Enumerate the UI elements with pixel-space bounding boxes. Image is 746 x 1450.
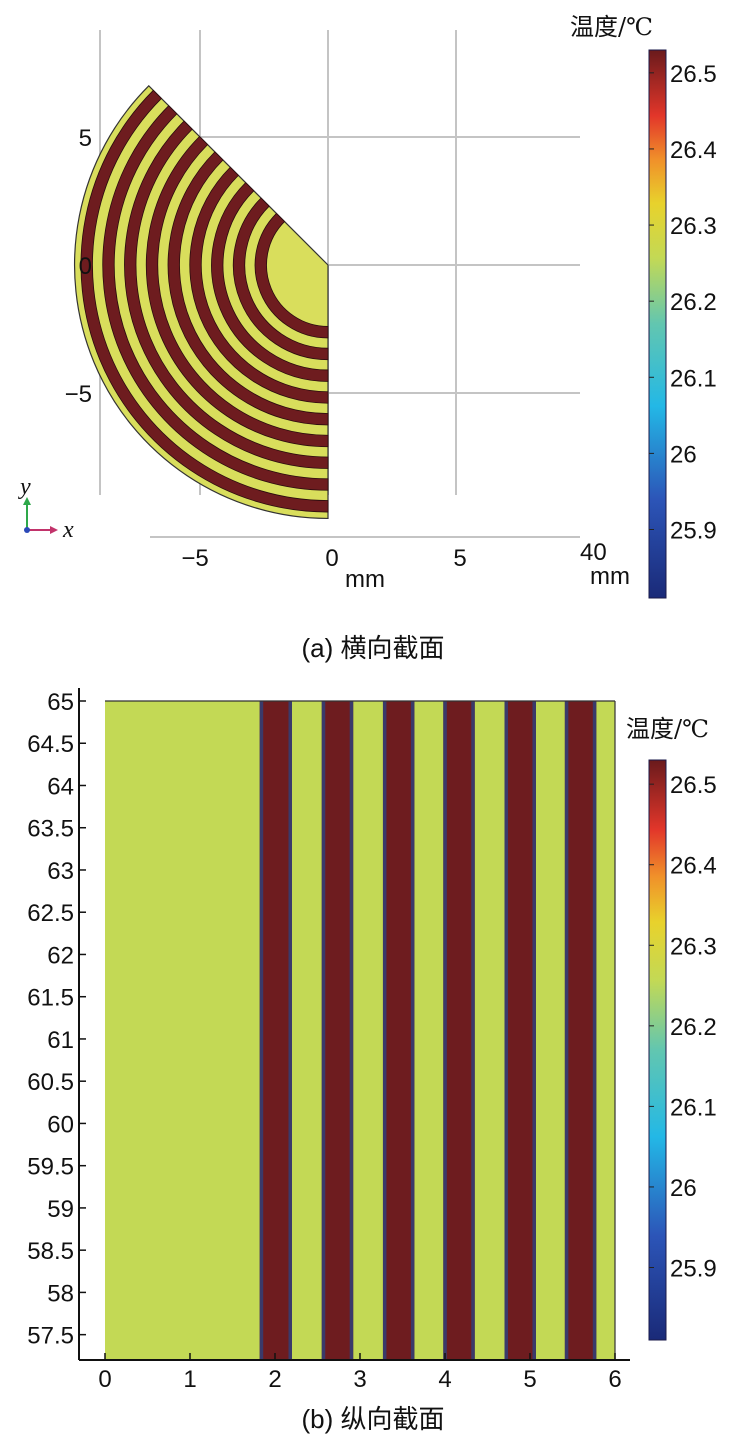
panel-b-y-tick-11: 59.5 — [27, 1154, 74, 1181]
colorbar-1-tick-1: 26.4 — [670, 853, 717, 880]
triad-x-label: x — [62, 517, 74, 543]
panel-b-caption: (b) 纵向截面 — [301, 1404, 444, 1434]
hot-band-1-edge-right — [288, 701, 292, 1360]
hot-band-3 — [382, 701, 415, 1360]
panel-b-longitudinal-section: 0 1 2 3 4 5 6 65 64.5 64 63.5 63 62.5 62 61.5 61 60.5 60… — [27, 688, 717, 1434]
panel-a-caption: (a) 横向截面 — [301, 633, 444, 663]
hot-band-6-edge-right — [592, 701, 597, 1360]
panel-b-x-tick-5: 5 — [523, 1366, 536, 1393]
panel-b-y-tick-3: 63.5 — [27, 816, 74, 843]
panel-b-y-tick-15: 57.5 — [27, 1323, 74, 1350]
panel-a-y-ticks: 5 0 −5 — [65, 125, 92, 408]
panel-b-colorbar: 温度/℃ 26.5 26.4 26.3 26.2 26.1 26 25.9 — [626, 715, 717, 1341]
panel-b-y-tick-14: 58 — [47, 1280, 74, 1307]
panel-b-y-tick-4: 63 — [47, 858, 74, 885]
panel-b-background — [105, 701, 615, 1360]
panel-b-y-tick-12: 59 — [47, 1196, 74, 1223]
colorbar-0-tick-4: 26.1 — [670, 365, 717, 392]
hot-ring-5 — [167, 151, 329, 426]
hot-band-6-edge-left — [564, 701, 569, 1360]
colorbar-1-tick-2: 26.3 — [670, 933, 717, 960]
panel-b-y-tick-2: 64 — [47, 773, 74, 800]
axis-triad-icon: y x — [18, 474, 74, 543]
panel-b-y-ticks: 65 64.5 64 63.5 63 62.5 62 61.5 61 60.5 60 59.5 59 58… — [27, 689, 86, 1350]
panel-b-x-tick-3: 3 — [353, 1366, 366, 1393]
colorbar-0-tick-3: 26.2 — [670, 289, 717, 316]
panel-a-colorbar-title: 温度/℃ — [570, 13, 653, 41]
colorbar-1-tick-3: 26.2 — [670, 1014, 717, 1041]
panel-a-x-unit: mm — [345, 566, 385, 593]
colorbar-1-tick-5: 26 — [670, 1175, 697, 1202]
hot-ring-9 — [80, 89, 329, 513]
hot-ring-4 — [189, 166, 329, 404]
colorbar-0-tick-5: 26 — [670, 441, 697, 468]
colorbar-extra-label-mm: mm — [590, 563, 630, 590]
panel-b-plot-area — [78, 688, 630, 1361]
colorbar-0-tick-0: 26.5 — [670, 61, 717, 88]
hot-ring-1 — [254, 212, 329, 339]
panel-a-y-tick-1: 0 — [79, 253, 92, 280]
hot-band-5-edge-right — [532, 701, 536, 1360]
panel-b-x-tick-0: 0 — [98, 1366, 111, 1393]
colorbar-1-tick-6: 25.9 — [670, 1256, 717, 1283]
hot-ring-3 — [211, 182, 329, 382]
hot-band-3-edge-right — [410, 701, 415, 1360]
panel-b-y-tick-7: 61.5 — [27, 985, 74, 1012]
hot-band-4-edge-right — [471, 701, 475, 1360]
hot-ring-7 — [124, 120, 329, 469]
hot-band-2 — [321, 701, 354, 1360]
hot-ring-8 — [102, 105, 329, 491]
panel-a-cross-section: −5 0 5 5 0 −5 mm y x 温度/℃ 26.5 26.4 26.3 26.2 26… — [18, 13, 717, 663]
panel-a-colorbar: 温度/℃ 26.5 26.4 26.3 26.2 26.1 26 25.9 40 mm — [570, 13, 717, 599]
panel-b-y-tick-6: 62 — [47, 942, 74, 969]
hot-band-4 — [443, 701, 475, 1360]
colorbar-0-tick-6: 25.9 — [670, 518, 717, 545]
hot-band-2-edge-left — [321, 701, 326, 1360]
panel-b-y-tick-13: 58.5 — [27, 1238, 74, 1265]
panel-b-y-tick-8: 61 — [47, 1027, 74, 1054]
hot-band-5 — [504, 701, 536, 1360]
panel-a-x-tick-2: 5 — [453, 545, 466, 572]
panel-a-sector — [73, 84, 329, 520]
panel-a-x-tick-1: 0 — [325, 545, 338, 572]
hot-band-4-edge-left — [443, 701, 447, 1360]
hot-ring-2 — [232, 197, 329, 361]
colorbar-0-tick-1: 26.4 — [670, 137, 717, 164]
colorbar-extra-label-40: 40 — [580, 539, 607, 566]
hot-ring-6 — [145, 135, 329, 448]
hot-band-6 — [564, 701, 597, 1360]
hot-band-1 — [259, 701, 292, 1360]
panel-b-x-tick-4: 4 — [438, 1366, 451, 1393]
colorbar-1-tick-4: 26.1 — [670, 1094, 717, 1121]
hot-band-5-edge-left — [504, 701, 508, 1360]
triad-y-label: y — [18, 474, 31, 500]
panel-b-y-tick-1: 64.5 — [27, 731, 74, 758]
panel-b-x-tick-6: 6 — [608, 1366, 621, 1393]
panel-a-y-tick-0: 5 — [79, 125, 92, 152]
colorbar-0-tick-2: 26.3 — [670, 213, 717, 240]
hot-band-1-edge-left — [259, 701, 264, 1360]
panel-b-y-tick-10: 60 — [47, 1111, 74, 1138]
panel-b-y-tick-5: 62.5 — [27, 900, 74, 927]
colorbar-1-tick-0: 26.5 — [670, 772, 717, 799]
hot-band-3-edge-left — [382, 701, 387, 1360]
panel-a-y-tick-2: −5 — [65, 381, 92, 408]
hot-band-2-edge-right — [349, 701, 354, 1360]
panel-b-x-tick-2: 2 — [268, 1366, 281, 1393]
panel-b-y-tick-9: 60.5 — [27, 1069, 74, 1096]
panel-a-x-ticks: −5 0 5 — [181, 545, 466, 572]
panel-b-x-ticks: 0 1 2 3 4 5 6 — [98, 1353, 622, 1393]
panel-b-x-tick-1: 1 — [183, 1366, 196, 1393]
panel-b-y-tick-0: 65 — [47, 689, 74, 716]
panel-a-x-tick-0: −5 — [181, 545, 208, 572]
panel-b-colorbar-title: 温度/℃ — [626, 715, 709, 743]
